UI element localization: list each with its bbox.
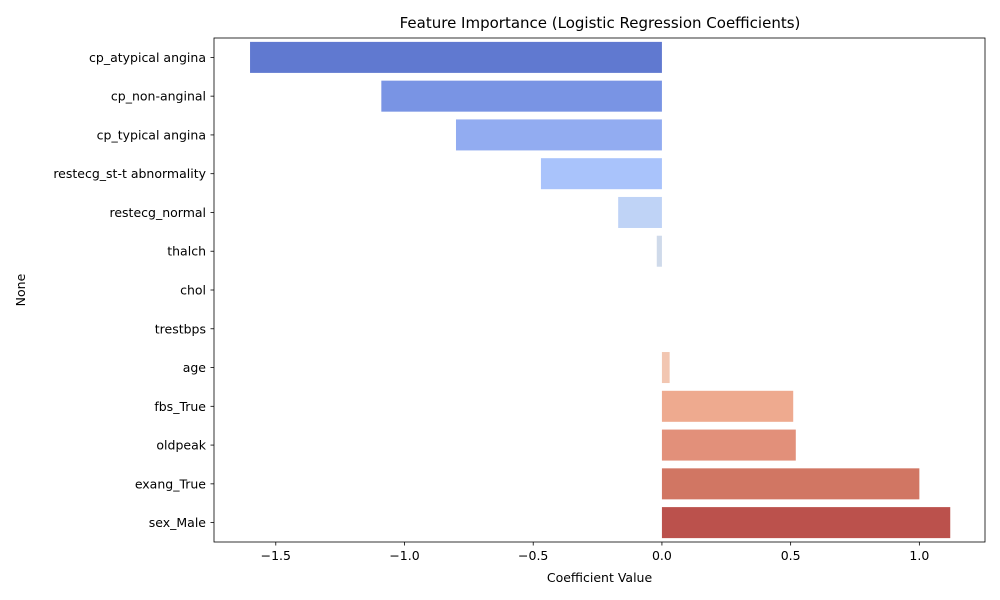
bar-age	[661, 352, 670, 384]
bars-layer	[250, 41, 951, 539]
bar-sex-male	[661, 507, 951, 539]
bar-thalch	[656, 235, 662, 267]
y-tick-label: exang_True	[135, 476, 206, 491]
y-tick-label: restecg_normal	[109, 205, 206, 220]
x-tick-label: 1.0	[909, 548, 929, 563]
y-tick-label: age	[183, 360, 207, 375]
bar-fbs-true	[661, 390, 794, 422]
y-tick-label: oldpeak	[156, 438, 206, 453]
x-tick-label: −0.5	[518, 548, 548, 563]
x-tick-label: −1.5	[261, 548, 291, 563]
bar-oldpeak	[661, 429, 796, 461]
x-tick-label: 0.5	[781, 548, 801, 563]
y-tick-label: fbs_True	[154, 399, 206, 414]
y-tick-label: thalch	[167, 244, 206, 259]
x-axis-ticks: −1.5 −1.0 −0.5 0.0 0.5 1.0	[261, 542, 929, 563]
y-axis-label: None	[13, 273, 28, 306]
y-tick-label: chol	[180, 283, 206, 298]
bar-cp-typical-angina	[455, 119, 662, 151]
y-axis-ticks: cp_atypical angina cp_non-anginal cp_typic…	[53, 50, 214, 530]
y-tick-label: cp_non-anginal	[111, 89, 206, 104]
x-tick-label: −1.0	[389, 548, 419, 563]
y-tick-label: cp_atypical angina	[89, 50, 206, 65]
bar-cp-non-anginal	[381, 80, 662, 112]
y-tick-label: sex_Male	[149, 515, 207, 530]
bar-restecg-st-t-abnormality	[540, 158, 662, 190]
x-tick-label: 0.0	[652, 548, 672, 563]
y-tick-label: cp_typical angina	[97, 127, 206, 142]
bar-cp-atypical-angina	[250, 41, 662, 73]
chart-title: Feature Importance (Logistic Regression …	[400, 14, 801, 32]
bar-restecg-normal	[618, 196, 662, 228]
bar-exang-true	[661, 468, 920, 500]
plot-frame	[213, 37, 986, 543]
y-tick-label: restecg_st-t abnormality	[53, 166, 206, 181]
y-tick-label: trestbps	[155, 321, 206, 336]
x-axis-label: Coefficient Value	[547, 570, 653, 585]
